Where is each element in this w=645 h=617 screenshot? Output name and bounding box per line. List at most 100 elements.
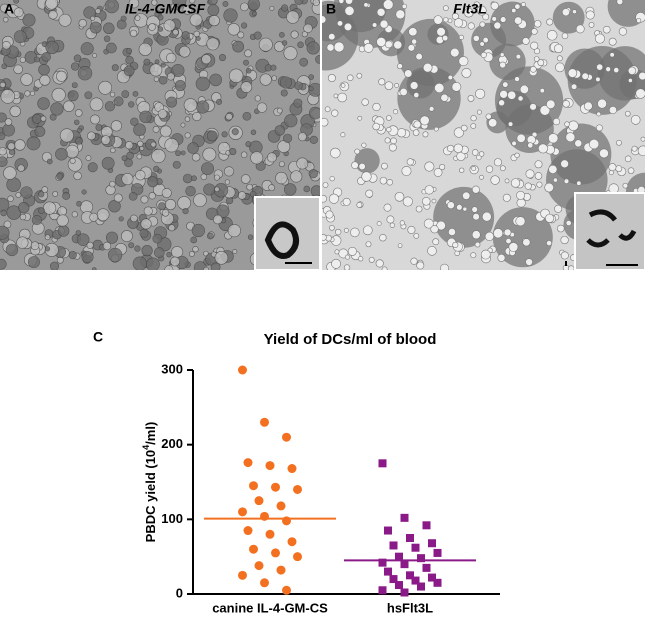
cell [557, 224, 565, 233]
cell [402, 196, 413, 207]
cell [608, 106, 617, 115]
cell [0, 81, 6, 88]
cell [531, 28, 538, 35]
cell [95, 8, 101, 15]
data-point [428, 573, 436, 582]
cell [125, 141, 134, 150]
cell [56, 70, 68, 82]
cell [499, 165, 506, 172]
panel-title: IL-4-GMCSF [125, 1, 206, 17]
cell [416, 261, 425, 270]
cell [259, 73, 272, 86]
data-point [422, 563, 431, 572]
cell [504, 178, 510, 184]
cell [499, 90, 508, 99]
cell [546, 240, 553, 247]
cell [545, 213, 555, 223]
cell [406, 158, 414, 166]
cell [615, 165, 623, 173]
cell [299, 57, 309, 67]
cell [13, 30, 27, 44]
data-point [395, 552, 403, 561]
cell [505, 238, 512, 245]
x-tick-label: canine IL-4-GM-CS [212, 600, 328, 615]
cell [439, 164, 446, 171]
cell [70, 62, 80, 71]
cell [329, 225, 335, 231]
cell [427, 246, 437, 256]
data-point [417, 582, 425, 591]
cell [152, 233, 163, 244]
cell [322, 117, 329, 127]
cell [80, 42, 94, 56]
cell [381, 162, 388, 170]
cell [229, 68, 244, 83]
cell [411, 38, 418, 45]
cell [130, 214, 138, 223]
cell [187, 142, 199, 154]
cell [0, 225, 10, 240]
cell [344, 254, 350, 260]
cell [553, 43, 564, 54]
panel-letter: C [93, 329, 103, 345]
cell [386, 179, 393, 186]
data-point [378, 459, 387, 468]
cell [448, 228, 456, 236]
cell [351, 161, 359, 169]
cell [539, 104, 551, 116]
cell [41, 186, 49, 193]
cell [160, 62, 166, 68]
cell [149, 63, 163, 77]
cell [157, 26, 164, 32]
cell [158, 202, 166, 210]
cell [148, 192, 156, 200]
cell [624, 110, 631, 117]
cell [430, 225, 439, 234]
cell [463, 7, 474, 18]
cell [485, 165, 494, 173]
cell [381, 266, 388, 270]
cell [87, 162, 98, 173]
panel-letter: B [326, 1, 336, 17]
cell [68, 251, 77, 260]
cell [121, 173, 134, 186]
data-point [271, 482, 280, 492]
cell [246, 183, 253, 191]
cell [192, 111, 202, 122]
cell [180, 122, 186, 128]
cell [502, 81, 509, 88]
y-tick-label: 200 [161, 436, 183, 451]
cell [328, 193, 339, 204]
cell [65, 144, 79, 159]
cell [467, 22, 475, 30]
cell [0, 147, 7, 156]
cell [384, 137, 391, 144]
cell [201, 54, 212, 65]
cell [490, 1, 499, 10]
cell [433, 168, 443, 177]
cell [137, 140, 144, 147]
cell [565, 220, 572, 227]
cell [56, 172, 64, 180]
cell [130, 117, 139, 127]
cell [431, 198, 437, 204]
cell [214, 186, 220, 192]
cell [458, 34, 464, 40]
panel-letter: A [4, 1, 14, 17]
cell [312, 0, 320, 7]
cell [575, 24, 585, 34]
cell [121, 155, 128, 162]
cell [399, 220, 405, 226]
cell [635, 88, 645, 99]
cell [376, 7, 386, 17]
cell [637, 145, 645, 157]
cell [267, 152, 277, 163]
cell [16, 236, 29, 249]
cell [22, 13, 36, 27]
cell [537, 59, 545, 67]
cell [56, 214, 69, 227]
cell [223, 8, 238, 23]
cell [440, 263, 450, 270]
cell [39, 74, 51, 86]
y-axis-label: PBDC yield (104/ml) [141, 422, 158, 543]
